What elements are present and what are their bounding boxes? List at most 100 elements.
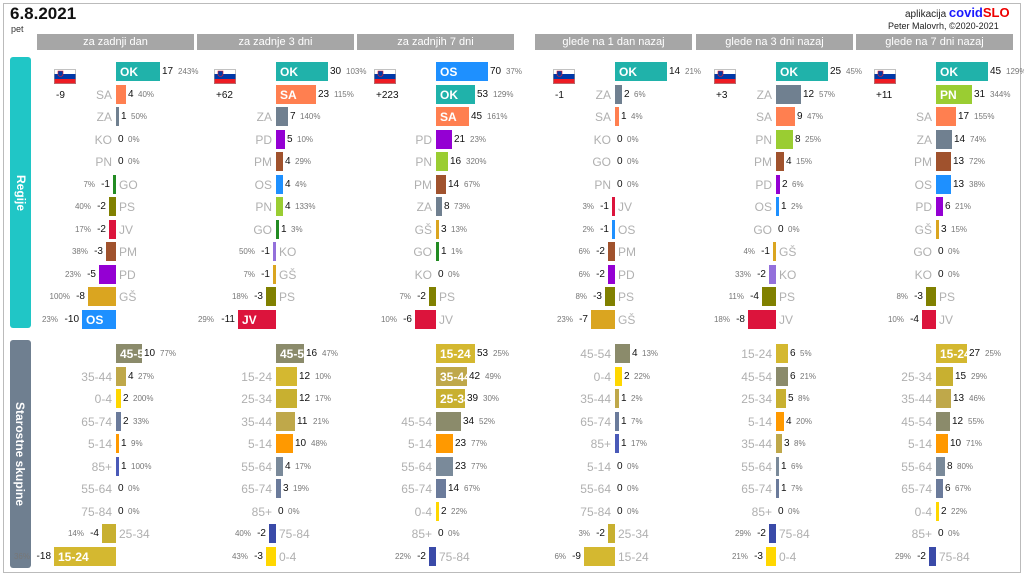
percent-label: 3% bbox=[291, 224, 303, 234]
value-label: 31 bbox=[974, 88, 986, 100]
value-label: 4 bbox=[786, 156, 792, 167]
value-label: 6 bbox=[790, 370, 796, 382]
category-label: ZA bbox=[256, 110, 272, 124]
category-label: 85+ bbox=[751, 504, 772, 519]
percent-label: 3% bbox=[578, 529, 590, 538]
value-label: 2 bbox=[624, 88, 630, 100]
value-label: 15 bbox=[955, 370, 967, 382]
category-label: KO bbox=[593, 132, 611, 147]
category-label: KO bbox=[414, 267, 432, 282]
value-label: 6 bbox=[945, 483, 951, 494]
percent-label: 67% bbox=[464, 179, 481, 189]
category-label: 65-74 bbox=[901, 482, 932, 496]
data-bar bbox=[436, 479, 446, 498]
value-label: 0 bbox=[438, 268, 444, 280]
category-label: PN bbox=[415, 155, 432, 169]
value-label: 5 bbox=[788, 393, 794, 404]
category-label: 75-84 bbox=[779, 527, 810, 541]
category-label: ZA bbox=[96, 110, 112, 124]
category-label: 25-34 bbox=[618, 527, 649, 541]
value-label: -2 bbox=[417, 291, 426, 302]
category-label: GO bbox=[119, 177, 138, 192]
value-label: 42 bbox=[469, 370, 481, 382]
value-label: 10 bbox=[144, 348, 156, 359]
data-bar bbox=[116, 434, 119, 453]
percent-label: 40% bbox=[138, 89, 155, 99]
percent-label: 6% bbox=[634, 89, 646, 99]
data-bar bbox=[776, 129, 793, 149]
value-label: -9 bbox=[572, 550, 581, 562]
percent-label: 40% bbox=[234, 529, 251, 538]
percent-label: 0% bbox=[948, 529, 960, 538]
value-label: 4 bbox=[285, 156, 291, 167]
value-label: 3 bbox=[784, 438, 790, 449]
data-bar bbox=[776, 344, 788, 363]
value-label: 1 bbox=[781, 460, 787, 472]
category-label: 45-54 bbox=[120, 347, 151, 361]
percent-label: 38% bbox=[969, 179, 986, 189]
value-label: 17 bbox=[162, 66, 174, 77]
percent-label: 17% bbox=[315, 394, 332, 403]
value-label: 0 bbox=[778, 223, 784, 235]
category-label: ZA bbox=[756, 87, 772, 102]
value-label: 16 bbox=[450, 156, 462, 167]
value-label: 25 bbox=[830, 66, 842, 77]
percent-label: 21% bbox=[731, 551, 748, 561]
app-name-a: covid bbox=[948, 5, 983, 20]
value-label: 4 bbox=[285, 201, 291, 212]
percent-label: 77% bbox=[160, 349, 177, 358]
percent-label: 17% bbox=[631, 439, 648, 448]
data-bar bbox=[88, 287, 116, 306]
value-label: 45 bbox=[471, 111, 483, 122]
category-label: 35-44 bbox=[440, 369, 471, 384]
data-bar bbox=[276, 366, 297, 386]
value-label: 2 bbox=[123, 415, 129, 427]
percent-label: 0% bbox=[128, 506, 140, 516]
category-label: 45-54 bbox=[401, 414, 432, 429]
data-bar bbox=[936, 389, 951, 408]
data-bar bbox=[615, 84, 622, 104]
value-label: 11 bbox=[297, 415, 308, 427]
percent-label: 49% bbox=[485, 371, 502, 381]
category-label: GŠ bbox=[914, 222, 932, 237]
value-label: -3 bbox=[254, 291, 263, 302]
percent-label: 67% bbox=[955, 484, 972, 493]
data-bar bbox=[276, 456, 283, 476]
data-bar bbox=[82, 309, 116, 329]
data-bar bbox=[436, 501, 439, 521]
data-bar bbox=[429, 287, 436, 306]
category-label: 35-44 bbox=[81, 369, 112, 384]
category-label: 75-84 bbox=[81, 504, 112, 519]
data-bar bbox=[776, 389, 786, 408]
data-bar bbox=[106, 242, 116, 261]
percent-label: 2% bbox=[791, 202, 803, 211]
category-label: 0-4 bbox=[94, 392, 112, 406]
value-label: -3 bbox=[914, 291, 923, 302]
category-label: 15-24 bbox=[440, 347, 471, 361]
data-bar bbox=[612, 197, 615, 216]
percent-label: 80% bbox=[957, 461, 974, 471]
percent-label: 27% bbox=[138, 371, 155, 381]
percent-label: 100% bbox=[49, 292, 70, 301]
value-label: -1 bbox=[101, 178, 110, 190]
value-label: 21 bbox=[454, 133, 466, 145]
data-bar bbox=[113, 174, 116, 194]
data-bar bbox=[608, 242, 615, 261]
value-label: 23 bbox=[455, 460, 467, 472]
percent-label: 0% bbox=[448, 529, 460, 538]
value-label: 0 bbox=[617, 460, 623, 472]
value-label: 12 bbox=[803, 88, 815, 100]
value-label: 12 bbox=[299, 370, 311, 382]
value-label: 0 bbox=[118, 483, 124, 494]
category-label: ZA bbox=[916, 132, 932, 147]
value-label: 2 bbox=[123, 393, 129, 404]
category-label: 0-4 bbox=[914, 504, 932, 519]
percent-label: 0% bbox=[627, 134, 639, 144]
category-label: KO bbox=[279, 245, 297, 259]
value-label: 23 bbox=[318, 88, 330, 100]
percent-label: 115% bbox=[334, 89, 354, 99]
column-header: za zadnji dan bbox=[37, 34, 194, 50]
category-label: KO bbox=[94, 132, 112, 147]
category-label: 0-4 bbox=[779, 549, 797, 564]
value-label: 6 bbox=[945, 201, 951, 212]
